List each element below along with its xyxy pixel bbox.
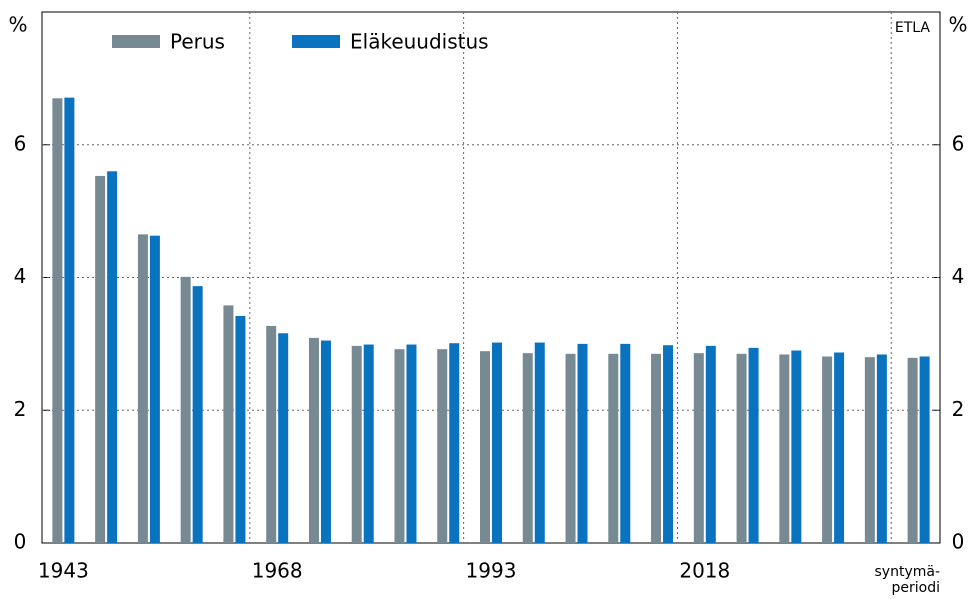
bar bbox=[223, 305, 234, 543]
y-tick-label: 0 bbox=[14, 530, 27, 554]
source: ETLA bbox=[895, 20, 931, 36]
y-tick-label: 6 bbox=[14, 131, 27, 155]
bar bbox=[620, 343, 631, 543]
bar bbox=[363, 344, 374, 543]
legend-swatch bbox=[112, 35, 160, 48]
bar bbox=[577, 343, 588, 543]
bar bbox=[919, 356, 930, 543]
y-tick-label: 4 bbox=[14, 264, 27, 288]
bar bbox=[779, 354, 790, 543]
bar bbox=[736, 353, 747, 543]
bar bbox=[437, 349, 448, 543]
bar bbox=[192, 286, 203, 543]
bar bbox=[748, 347, 759, 543]
bar bbox=[107, 171, 118, 544]
bar bbox=[149, 235, 160, 543]
bar bbox=[608, 353, 619, 543]
x-tick-label: 2018 bbox=[679, 559, 730, 583]
bar bbox=[693, 353, 704, 543]
bar bbox=[565, 353, 576, 543]
bar bbox=[308, 337, 319, 543]
bar bbox=[651, 353, 662, 543]
y-unit-left: % bbox=[8, 13, 27, 37]
bar bbox=[137, 234, 148, 543]
bar bbox=[64, 97, 75, 543]
bar bbox=[907, 357, 918, 543]
y-tick-label-right: 4 bbox=[952, 264, 965, 288]
bar bbox=[876, 354, 887, 543]
legend-label: Eläkeuudistus bbox=[350, 30, 489, 54]
y-tick-label-right: 6 bbox=[952, 131, 965, 155]
bar bbox=[864, 357, 875, 543]
x-tick-label: 1993 bbox=[466, 559, 517, 583]
bar bbox=[278, 333, 289, 543]
bar bbox=[320, 340, 331, 543]
y-tick-label-right: 0 bbox=[952, 530, 965, 554]
bar bbox=[95, 175, 106, 544]
bar bbox=[235, 315, 246, 543]
bar bbox=[522, 353, 533, 543]
bar bbox=[492, 342, 502, 543]
bar bbox=[449, 343, 460, 543]
y-tick-label-right: 2 bbox=[952, 397, 965, 421]
bar bbox=[394, 349, 405, 543]
bar bbox=[663, 345, 674, 543]
legend-label: Perus bbox=[170, 30, 225, 54]
y-unit-right: % bbox=[948, 13, 967, 37]
bar bbox=[180, 276, 191, 543]
bar bbox=[52, 98, 63, 543]
legend-swatch bbox=[292, 35, 340, 48]
bar bbox=[266, 325, 277, 543]
bar bbox=[791, 350, 802, 543]
y-tick-label: 2 bbox=[14, 397, 27, 421]
x-tick-label: 1943 bbox=[38, 559, 89, 583]
plot-frame bbox=[41, 11, 941, 544]
bar bbox=[534, 342, 545, 543]
bar bbox=[705, 345, 716, 543]
x-axis-label: syntymä-periodi bbox=[875, 564, 941, 595]
bar bbox=[406, 344, 417, 543]
bar bbox=[480, 351, 490, 543]
x-tick-label: 1968 bbox=[252, 559, 303, 583]
bar bbox=[822, 356, 833, 543]
bar bbox=[351, 345, 362, 543]
bar bbox=[834, 352, 845, 543]
